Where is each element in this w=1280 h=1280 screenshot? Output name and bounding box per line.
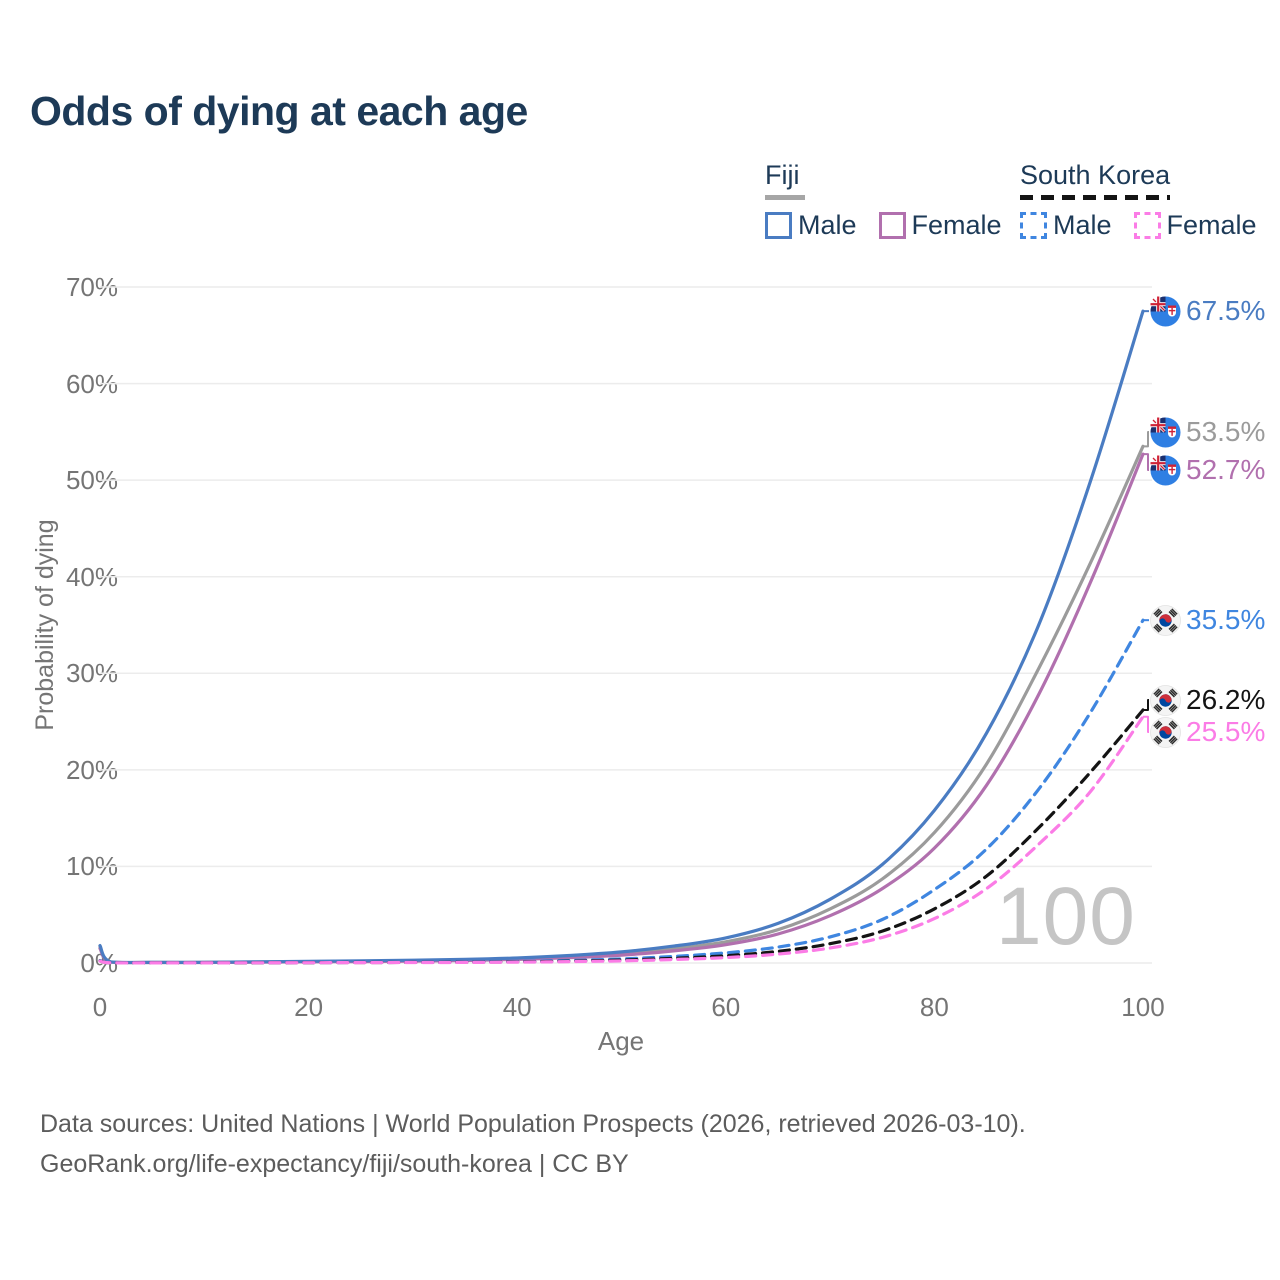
- y-tick-label: 20%: [65, 754, 118, 785]
- end-label-south-korea-male: 35.5%: [1150, 604, 1265, 636]
- y-tick-label: 30%: [65, 658, 118, 689]
- x-tick-label: 0: [92, 992, 108, 1022]
- x-axis-title: Age: [597, 1026, 645, 1056]
- y-tick-label: 60%: [65, 368, 118, 399]
- end-label-south-korea-female: 25.5%: [1150, 716, 1265, 748]
- x-tick-label: 80: [919, 992, 949, 1022]
- south-korea-flag-icon: [1150, 716, 1181, 748]
- end-label-fiji-both: 53.5%: [1150, 416, 1265, 448]
- x-tick-label: 60: [711, 992, 741, 1022]
- legend-item-fiji-female[interactable]: Female: [878, 210, 1002, 241]
- end-label-fiji-male: 67.5%: [1150, 295, 1265, 327]
- south-korea-flag-icon: [1150, 684, 1181, 716]
- y-tick-label: 0%: [80, 948, 118, 978]
- legend-group-fiji: Fiji Male Female: [765, 160, 1002, 241]
- end-label-south-korea-both: 26.2%: [1150, 684, 1265, 716]
- fiji-flag-icon: [1150, 455, 1181, 486]
- legend-item-south-korea-male[interactable]: Male: [1020, 210, 1112, 241]
- fiji-female-swatch-icon: [878, 212, 906, 239]
- end-label-connector: [1143, 715, 1149, 733]
- legend-country-south-korea: South Korea: [1020, 160, 1171, 190]
- source-line-2: GeoRank.org/life-expectancy/fiji/south-k…: [40, 1150, 629, 1178]
- end-label-connector: [1143, 453, 1149, 471]
- end-label-value: 52.7%: [1186, 454, 1266, 485]
- legend-group-south-korea: South Korea Male Female: [1020, 160, 1257, 241]
- series-line-fiji: [98, 444, 1145, 965]
- legend-country-fiji: Fiji: [765, 160, 800, 190]
- legend-label: Male: [1053, 210, 1112, 240]
- page-title: Odds of dying at each age: [30, 88, 528, 134]
- y-tick-label: 50%: [65, 465, 118, 496]
- series-line-south-korea: [98, 708, 1145, 965]
- series-line-fiji-female: [98, 452, 1145, 965]
- x-tick-label: 100: [1121, 992, 1165, 1022]
- end-label-value: 26.2%: [1186, 684, 1266, 715]
- data-source-note: Data sources: United Nations | World Pop…: [40, 1104, 1026, 1184]
- legend-label: Male: [798, 210, 857, 240]
- series-line-south-korea-female: [98, 715, 1145, 965]
- legend-label: Female: [1166, 210, 1257, 240]
- end-label-fiji-female: 52.7%: [1150, 454, 1265, 486]
- source-line-1: Data sources: United Nations | World Pop…: [40, 1110, 1026, 1138]
- south-korea-flag-icon: [1150, 604, 1181, 636]
- series-line-south-korea-male: [98, 618, 1145, 965]
- end-label-value: 25.5%: [1186, 716, 1266, 747]
- series-line-fiji-male: [98, 309, 1145, 965]
- x-tick-label: 20: [294, 992, 324, 1022]
- y-tick-label: 40%: [65, 561, 118, 592]
- legend-label: Female: [911, 210, 1002, 240]
- age-watermark: 100: [996, 871, 1136, 962]
- y-axis-title: Probability of dying: [31, 519, 59, 731]
- end-label-value: 53.5%: [1186, 416, 1266, 447]
- south-korea-female-swatch-icon: [1133, 212, 1161, 239]
- end-label-connector: [1143, 699, 1149, 711]
- y-tick-label: 70%: [65, 272, 118, 302]
- end-label-value: 35.5%: [1186, 604, 1266, 635]
- x-tick-label: 40: [502, 992, 532, 1022]
- end-label-connector: [1143, 431, 1149, 448]
- fiji-male-swatch-icon: [765, 212, 792, 239]
- fiji-flag-icon: [1150, 296, 1181, 327]
- y-tick-label: 10%: [65, 851, 118, 882]
- legend-item-fiji-male[interactable]: Male: [765, 210, 857, 241]
- end-label-value: 67.5%: [1186, 295, 1266, 326]
- fiji-solid-line-swatch: [765, 195, 805, 200]
- fiji-flag-icon: [1150, 417, 1181, 448]
- legend-item-south-korea-female[interactable]: Female: [1133, 210, 1257, 241]
- south-korea-dashed-line-swatch: [1020, 195, 1170, 200]
- south-korea-male-swatch-icon: [1020, 212, 1047, 239]
